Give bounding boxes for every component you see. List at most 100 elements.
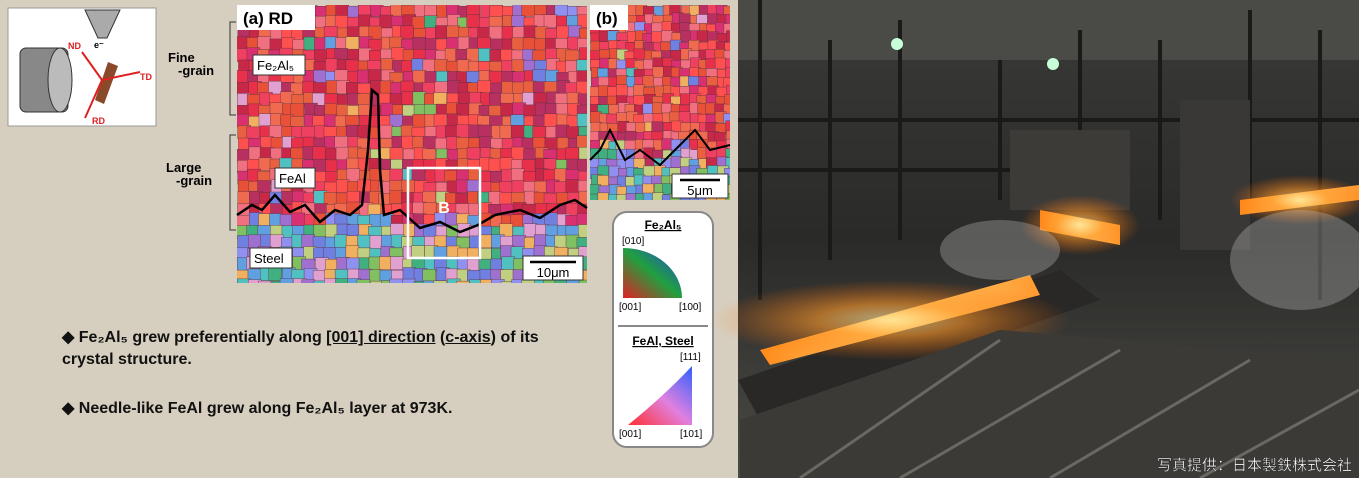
bullet-text: ) of its crystal structure. [62,329,539,368]
bullet-text: ( [435,329,446,346]
scale-bg [522,255,584,281]
grain [379,124,393,139]
grain [488,70,503,85]
grain [576,135,587,149]
grain [511,180,526,194]
grain [726,130,730,142]
cylinder-end [47,47,73,113]
grain [543,113,558,128]
grain [412,114,427,128]
fine-label: -grain [178,63,214,78]
grain [633,48,646,61]
grain [389,147,404,161]
grain [512,235,526,249]
grain [576,113,587,127]
grain [301,279,315,283]
grain [389,168,404,183]
grain [724,42,730,54]
grain [566,280,580,283]
grain [313,213,328,227]
bullet-marker: ◆ [62,329,75,346]
grain [543,14,558,28]
ebsd-map-a [237,5,587,283]
grain [521,280,535,283]
grain [488,92,503,107]
grain [501,256,515,271]
grain [411,245,425,259]
grain [313,224,327,239]
grain [510,125,525,139]
grain [652,66,664,79]
grain [248,279,262,283]
grain [577,158,587,173]
grain [389,278,403,283]
grain [345,245,360,259]
legend-axis: [101] [680,429,702,440]
grain [511,146,525,161]
grain [335,278,349,283]
grain [489,25,503,40]
axes-arrows [81,51,141,119]
grain [500,102,514,117]
scale-label: 5μm [687,183,713,198]
legend-axis: [001] [619,302,641,313]
grain [490,279,505,283]
grain [512,102,526,116]
map-title: (b) [596,9,618,28]
grain [434,59,448,73]
grain [389,190,403,204]
bracket [229,21,236,231]
grain [652,192,664,200]
grain [390,256,404,270]
bullet-text: Fe₂Al₅ grew preferentially along [78,329,327,346]
grain [324,103,338,117]
grain [511,168,525,182]
photo [710,0,1359,478]
bullet-marker: ◆ [62,400,75,417]
label-bg [249,247,293,269]
grain [725,120,730,132]
interface-line [236,87,588,234]
grain [477,80,491,94]
grain [411,16,426,30]
interface-line [589,127,731,167]
grain [412,37,427,51]
grain [578,279,587,283]
grain [325,159,339,174]
grain [725,67,730,79]
nd-label: ND [68,41,81,51]
region-label: B [438,200,450,217]
legend-axis: [001] [619,429,641,440]
region-box [406,166,482,260]
label-bg [590,5,628,30]
grain [435,25,449,39]
grain [633,84,645,97]
gun [84,9,121,39]
grain [293,278,307,283]
phase-label: FeAl [279,171,306,186]
grain [237,278,251,283]
grain [258,113,273,127]
grain [446,25,460,40]
bullet: ◆ Fe₂Al₅ grew preferentially along [001]… [62,327,562,371]
grain [521,5,535,17]
grain [237,113,250,128]
grain [347,278,362,283]
phase-label: Steel [254,251,284,266]
grain [312,146,327,160]
grain [714,57,727,70]
grain [577,14,587,28]
grain [466,14,480,29]
bullet: ◆ Needle-like FeAl grew along Fe₂Al₅ lay… [62,398,562,420]
grain [390,223,404,237]
grain [466,179,481,194]
map-title: (a) RD [243,9,293,28]
grain [380,280,395,283]
grain [356,279,371,283]
legend-title: Fe₂Al₅ [645,218,682,232]
ipf-quadrant [623,248,683,298]
grain [447,278,461,283]
large-label: -grain [176,173,212,188]
grain [412,70,427,84]
